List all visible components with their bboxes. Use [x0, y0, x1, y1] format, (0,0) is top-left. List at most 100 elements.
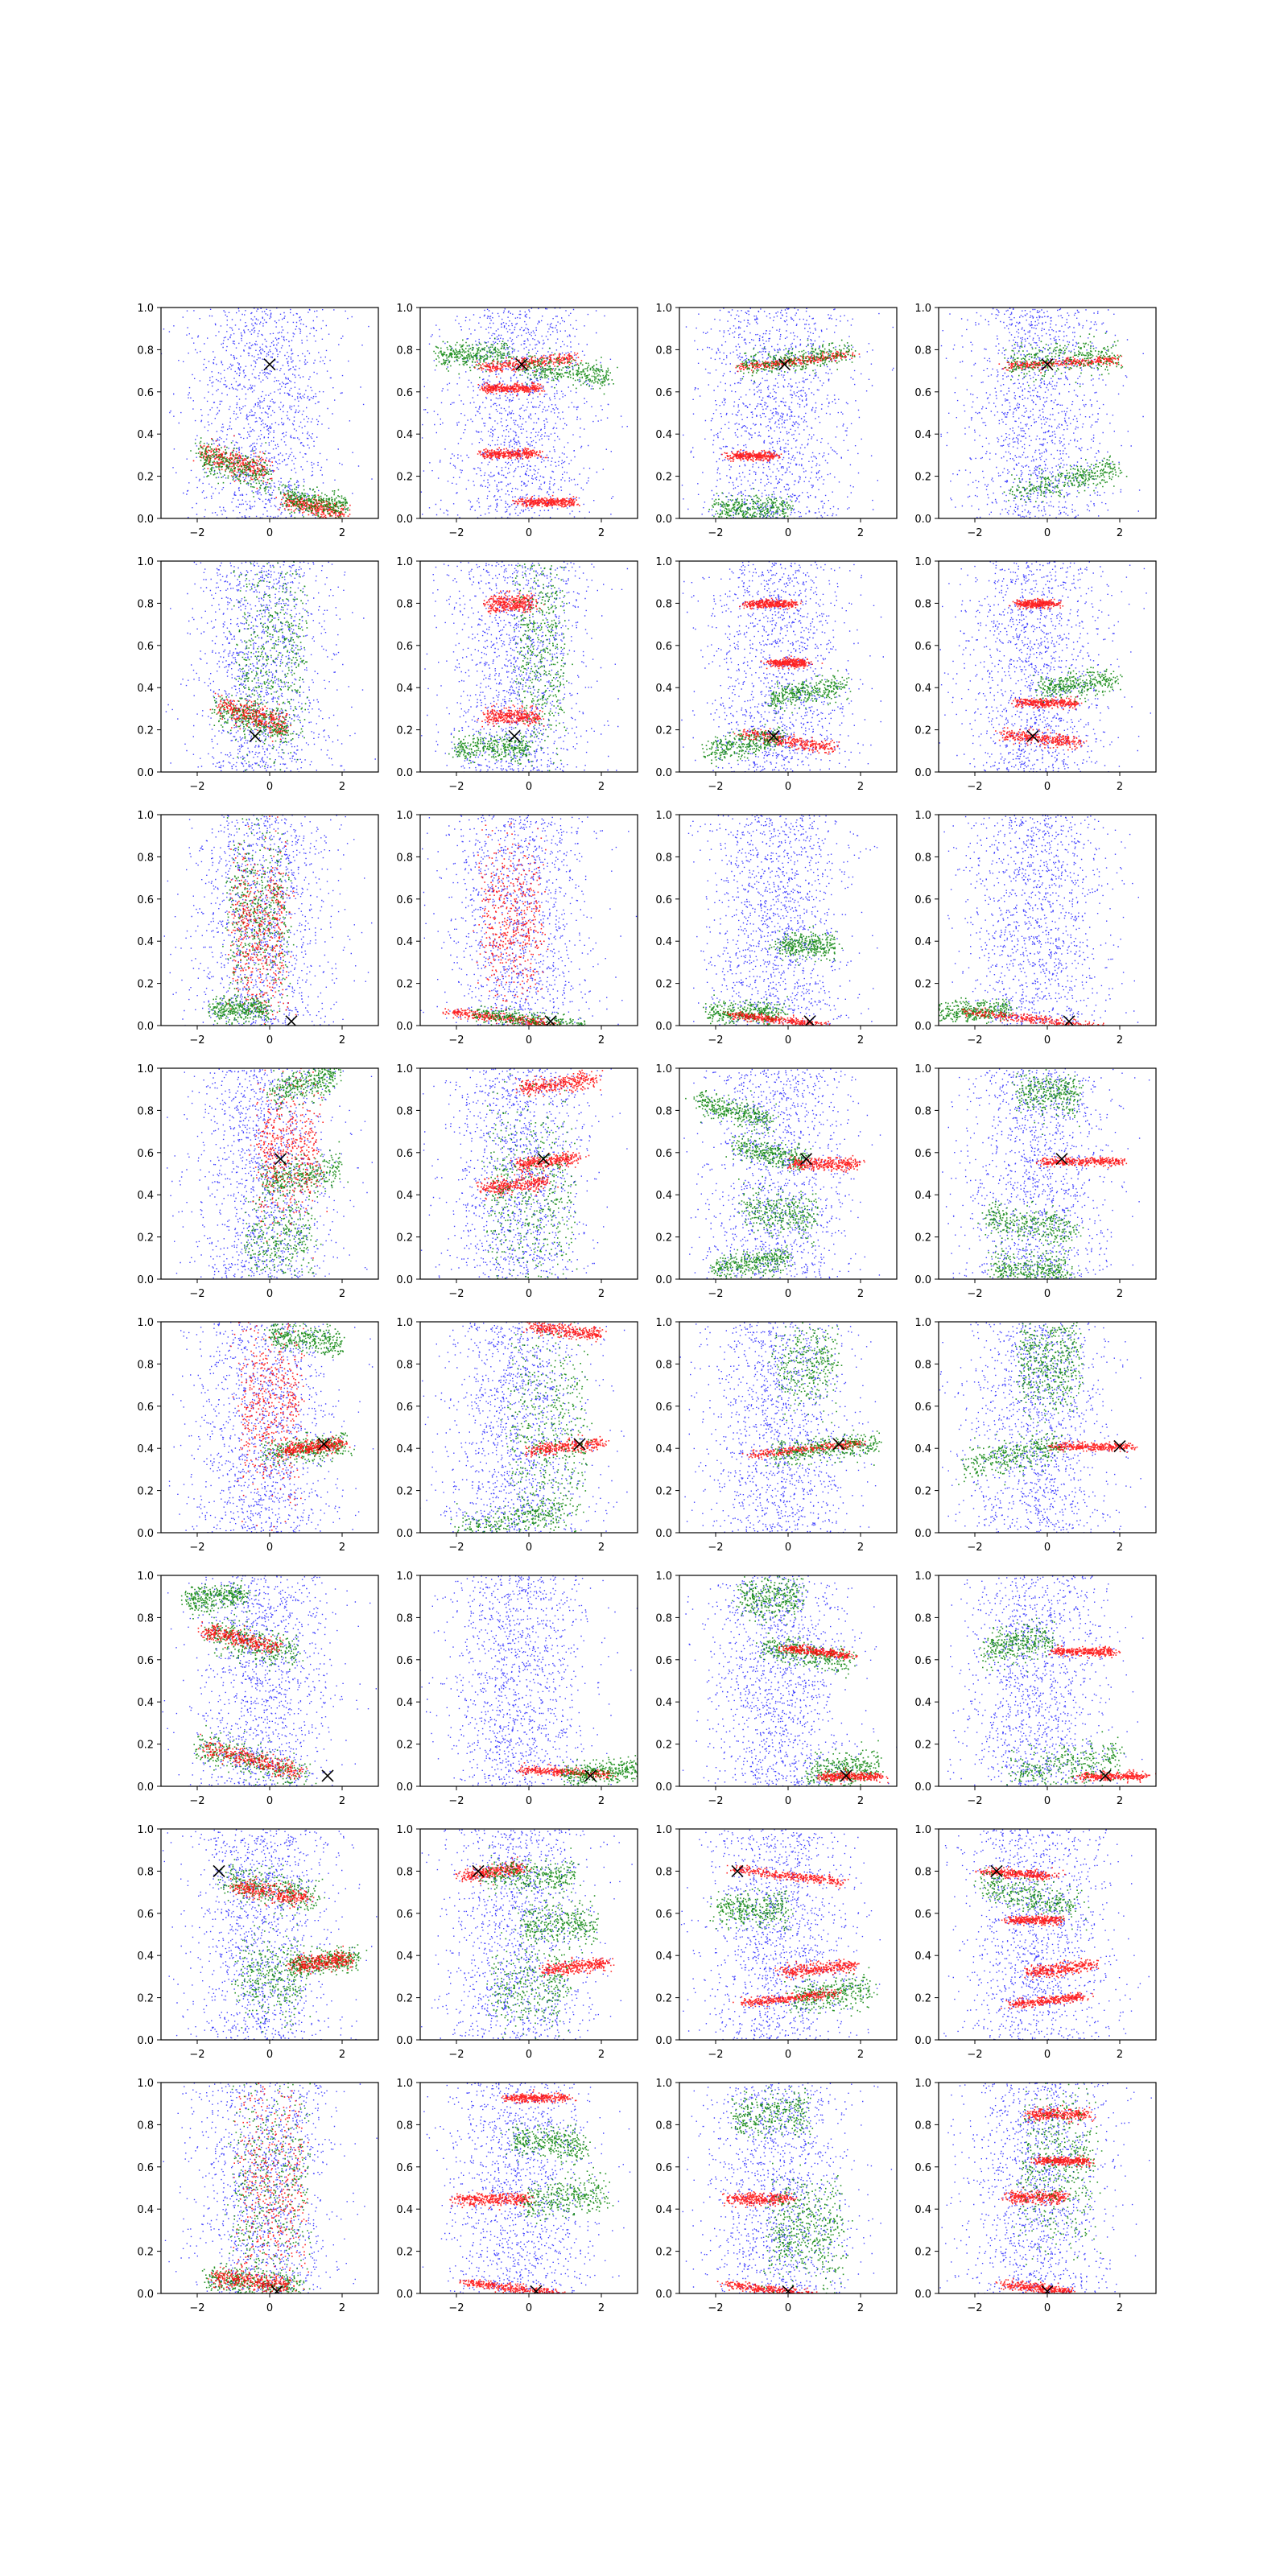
y-tick-label: 0.6	[914, 387, 931, 399]
scatter-panel-r7-c0: −2 0 20.00.20.40.60.81.0	[137, 1986, 390, 2399]
green-cluster-3	[708, 488, 795, 525]
x-tick-label: 2	[1117, 2302, 1123, 2314]
green-cluster-4	[486, 1929, 572, 2067]
axes-frame	[420, 308, 638, 518]
x-tick-label: 2	[1117, 1288, 1123, 1300]
background-points	[907, 815, 1139, 1026]
y-tick-label: 0.0	[396, 2035, 413, 2047]
x-tick-label: 0	[266, 1034, 273, 1046]
green-cluster-3	[738, 1176, 819, 1247]
y-tick-label: 0.8	[655, 345, 672, 357]
y-tick-label: 0.2	[655, 725, 672, 737]
background-points	[141, 1829, 377, 2041]
x-tick-label: 0	[526, 1034, 532, 1046]
x-tick-label: −2	[448, 1034, 464, 1046]
green-cluster-2	[1012, 1065, 1084, 1135]
background-points	[893, 1575, 1191, 1787]
y-tick-label: 0.4	[137, 1190, 154, 1202]
y-tick-label: 0.2	[396, 2247, 413, 2259]
green-cluster-1	[190, 437, 272, 497]
x-tick-label: 0	[785, 527, 791, 539]
x-tick-label: −2	[708, 1034, 723, 1046]
red-cluster-2	[473, 814, 548, 1065]
y-tick-label: 1.0	[137, 556, 154, 568]
x-tick-label: −2	[967, 1034, 982, 1046]
red-cluster-3	[502, 2089, 577, 2103]
background-points	[923, 1323, 1146, 1534]
y-tick-label: 0.0	[137, 2289, 154, 2301]
x-tick-label: 2	[598, 2049, 605, 2061]
y-tick-label: 0.0	[655, 514, 672, 526]
y-tick-label: 0.6	[655, 387, 672, 399]
background-points	[667, 1322, 876, 1534]
point-layer	[654, 1574, 914, 1791]
x-tick-label: 0	[266, 2049, 273, 2061]
y-tick-label: 0.6	[396, 1402, 413, 1414]
green-cluster-0	[433, 338, 518, 378]
y-tick-label: 0.8	[396, 598, 413, 610]
red-cluster-0	[976, 1866, 1066, 1880]
y-tick-label: 1.0	[396, 1571, 413, 1583]
y-tick-label: 0.4	[396, 1190, 413, 1202]
red-cluster-3	[478, 382, 546, 396]
y-tick-label: 0.0	[914, 2035, 931, 2047]
y-tick-label: 1.0	[655, 1824, 672, 1836]
y-tick-label: 0.0	[396, 514, 413, 526]
x-marker	[322, 1770, 333, 1781]
axes-frame	[420, 561, 638, 772]
green-cluster-2	[801, 1740, 883, 1792]
x-tick-label: −2	[189, 1795, 204, 1807]
x-tick-label: −2	[708, 1288, 723, 1300]
y-tick-label: 0.4	[914, 1190, 931, 1202]
point-layer	[659, 308, 894, 525]
y-tick-label: 0.4	[396, 1951, 413, 1963]
y-tick-label: 0.2	[137, 1993, 154, 2005]
red-cluster-1	[778, 1644, 858, 1661]
axes-frame	[939, 308, 1156, 518]
y-tick-label: 0.2	[137, 1740, 154, 1752]
y-tick-label: 0.6	[396, 387, 413, 399]
y-tick-label: 0.2	[396, 725, 413, 737]
x-tick-label: 2	[339, 527, 345, 539]
y-tick-label: 0.6	[396, 1148, 413, 1160]
y-tick-label: 1.0	[914, 1824, 931, 1836]
x-marker	[213, 1865, 225, 1876]
y-tick-label: 1.0	[396, 1317, 413, 1329]
x-tick-label: −2	[448, 1288, 464, 1300]
red-cluster-0	[995, 727, 1087, 750]
y-tick-label: 0.8	[914, 598, 931, 610]
axes-frame	[939, 1322, 1156, 1533]
y-tick-label: 0.4	[655, 429, 672, 441]
y-tick-label: 0.8	[914, 2120, 931, 2132]
x-tick-label: 2	[1117, 1034, 1123, 1046]
y-tick-label: 0.8	[137, 2120, 154, 2132]
point-layer	[380, 1260, 628, 1590]
point-layer	[659, 1068, 907, 1290]
red-cluster-4	[1001, 1992, 1094, 2009]
y-tick-label: 0.2	[914, 472, 931, 484]
y-tick-label: 0.0	[396, 1021, 413, 1033]
green-cluster-1	[519, 2170, 613, 2223]
background-points	[659, 308, 894, 519]
y-tick-label: 0.0	[914, 2289, 931, 2301]
y-tick-label: 0.0	[655, 1021, 672, 1033]
y-tick-label: 0.8	[914, 852, 931, 864]
y-tick-label: 0.0	[137, 1274, 154, 1286]
y-tick-label: 1.0	[396, 2078, 413, 2090]
green-cluster-2	[514, 348, 617, 394]
x-tick-label: 2	[339, 2302, 345, 2314]
y-tick-label: 0.2	[396, 1740, 413, 1752]
x-tick-label: −2	[189, 1034, 204, 1046]
scatter-panel-r7-c1: −2 0 20.00.20.40.60.81.0	[388, 2078, 642, 2314]
y-tick-label: 0.6	[914, 1148, 931, 1160]
x-tick-label: 0	[266, 1288, 273, 1300]
y-tick-label: 0.2	[655, 2247, 672, 2259]
scatter-panel-r2-c3: −2 0 20.00.20.40.60.81.0	[907, 810, 1156, 1046]
point-layer	[888, 2059, 1152, 2297]
background-points	[666, 815, 904, 1026]
x-tick-label: 0	[785, 1542, 791, 1554]
green-cluster-1	[737, 340, 856, 382]
y-tick-label: 0.2	[137, 472, 154, 484]
y-tick-label: 0.2	[655, 472, 672, 484]
y-tick-label: 0.4	[914, 429, 931, 441]
